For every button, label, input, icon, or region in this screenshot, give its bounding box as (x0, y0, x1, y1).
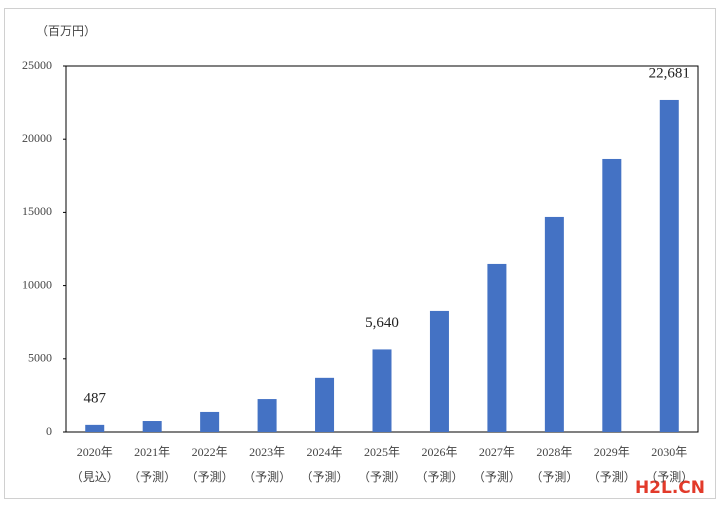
value-label: 487 (83, 390, 106, 406)
x-tick-note: （予測） (645, 470, 693, 484)
x-tick-note: （予測） (473, 470, 521, 484)
bar (544, 216, 564, 432)
x-tick-note: （予測） (243, 470, 291, 484)
bar (372, 349, 392, 432)
y-tick-label: 25000 (22, 58, 52, 72)
y-tick-label: 5000 (28, 351, 52, 365)
x-tick-note: （見込） (71, 470, 119, 484)
x-tick-label: 2021年 (134, 445, 170, 459)
y-tick-label: 0 (46, 424, 52, 438)
x-tick-label: 2030年 (651, 445, 687, 459)
x-tick-label: 2026年 (421, 445, 457, 459)
bar (142, 421, 162, 432)
bar (429, 310, 449, 432)
y-tick-label: 10000 (22, 277, 52, 291)
x-tick-label: 2024年 (307, 445, 343, 459)
x-tick-label: 2028年 (536, 445, 572, 459)
y-tick-label: 20000 (22, 131, 52, 145)
bar (257, 399, 277, 432)
x-tick-label: 2020年 (77, 445, 113, 459)
x-tick-note: （予測） (358, 470, 406, 484)
x-tick-note: （予測） (301, 470, 349, 484)
value-label: 22,681 (649, 65, 690, 81)
bar (659, 99, 679, 432)
x-tick-label: 2022年 (192, 445, 228, 459)
unit-label: （百万円） (36, 24, 96, 38)
x-tick-label: 2025年 (364, 445, 400, 459)
bar (487, 263, 507, 432)
bar (200, 411, 220, 432)
x-tick-label: 2027年 (479, 445, 515, 459)
bar (602, 158, 622, 433)
watermark: H2L.CN (635, 478, 705, 498)
bar (315, 377, 335, 432)
x-tick-note: （予測） (415, 470, 463, 484)
x-tick-note: （予測） (128, 470, 176, 484)
x-tick-label: 2029年 (594, 445, 630, 459)
x-tick-note: （予測） (530, 470, 578, 484)
x-tick-label: 2023年 (249, 445, 285, 459)
chart-frame (4, 8, 716, 499)
x-tick-note: （予測） (186, 470, 234, 484)
x-tick-note: （予測） (588, 470, 636, 484)
y-tick-label: 15000 (22, 204, 52, 218)
bar (85, 424, 105, 432)
value-label: 5,640 (365, 315, 399, 331)
